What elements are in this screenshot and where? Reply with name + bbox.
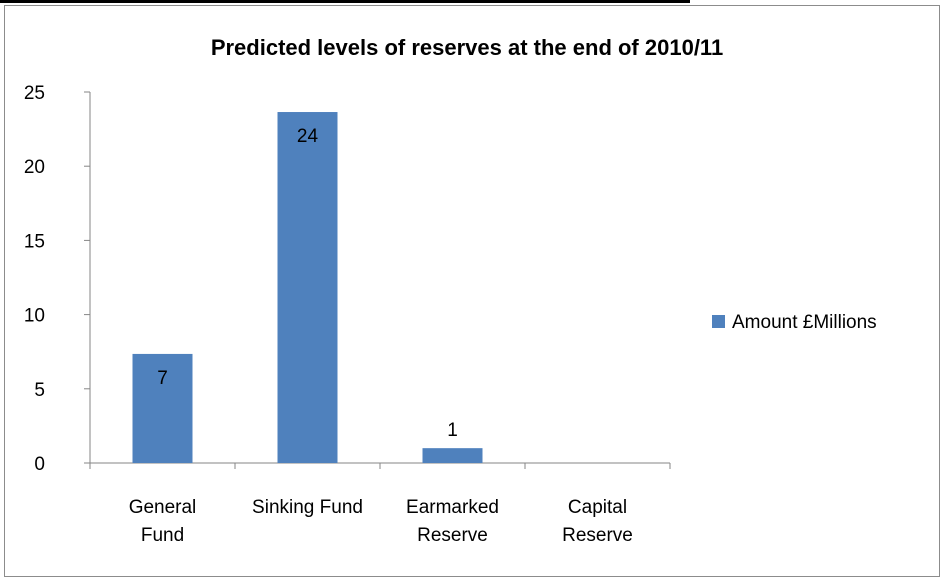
y-tick-label: 20 xyxy=(24,157,45,178)
y-tick-label: 25 xyxy=(24,83,45,104)
bar xyxy=(277,112,338,463)
y-tick-label: 5 xyxy=(34,380,45,401)
bar xyxy=(132,353,193,463)
legend-label: Amount £Millions xyxy=(732,312,877,333)
data-label: 7 xyxy=(157,368,168,389)
chart-title: Predicted levels of reserves at the end … xyxy=(211,35,723,60)
top-rule xyxy=(0,0,690,3)
data-label: 1 xyxy=(447,420,458,441)
y-axis: 0 5 10 15 20 25 xyxy=(24,83,91,475)
x-category-label: Fund xyxy=(141,525,184,546)
y-tick-label: 0 xyxy=(34,454,45,475)
category-labels: General Fund Sinking Fund Earmarked Reserve C… xyxy=(129,497,633,546)
y-tick-label: 10 xyxy=(24,306,45,327)
x-category-label: Reserve xyxy=(417,525,488,546)
bar xyxy=(422,448,483,463)
x-category-label: Earmarked xyxy=(406,497,499,518)
x-category-label: Sinking Fund xyxy=(252,497,363,518)
data-labels: 7 24 1 xyxy=(157,126,458,441)
x-category-label: Capital xyxy=(568,497,627,518)
legend-swatch xyxy=(712,315,725,328)
x-category-label: General xyxy=(129,497,197,518)
x-axis xyxy=(89,462,671,469)
bars xyxy=(132,112,483,463)
chart-frame xyxy=(4,5,940,577)
data-label: 24 xyxy=(297,126,319,147)
x-category-label: Reserve xyxy=(562,525,633,546)
legend: Amount £Millions xyxy=(712,312,877,333)
y-tick-label: 15 xyxy=(24,231,45,252)
